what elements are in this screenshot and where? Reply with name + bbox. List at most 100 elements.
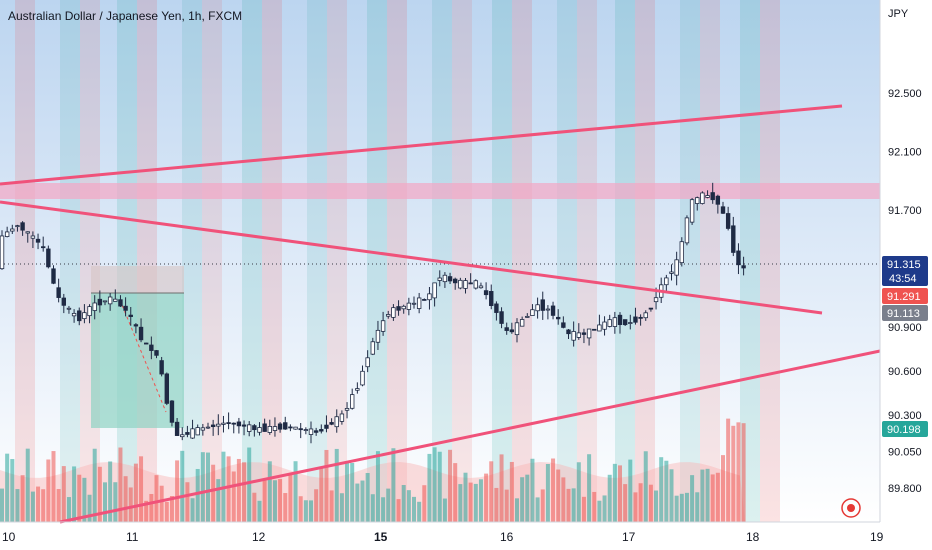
candle-body — [684, 217, 690, 244]
volume-bar — [690, 475, 695, 522]
candle-body — [210, 424, 216, 428]
candle-body — [288, 426, 293, 429]
position-tool[interactable] — [91, 266, 184, 428]
y-axis[interactable]: 92.500 92.100 91.700 90.900 90.600 90.300 90.0… — [888, 88, 922, 495]
teal-level-text: 90.198 — [887, 424, 921, 436]
volume-bar — [715, 472, 720, 522]
volume-bar — [242, 462, 247, 522]
candle-body — [514, 322, 520, 336]
candle-body — [586, 328, 592, 339]
price-badges: 91.315 43:54 91.291 91.113 90.198 — [882, 256, 928, 437]
volume-bar — [159, 485, 164, 522]
trendlines[interactable] — [0, 104, 881, 524]
volume-bar — [314, 489, 319, 522]
volume-bar — [61, 466, 66, 522]
volume-bar — [736, 422, 741, 522]
volume-bar — [432, 447, 437, 522]
candle-body — [169, 400, 175, 423]
volume-bar — [684, 492, 689, 522]
candle-body — [128, 314, 133, 317]
candle-body — [87, 306, 92, 317]
volume-bar — [545, 464, 550, 522]
candle-body — [205, 426, 211, 429]
volume-bar — [365, 473, 370, 522]
candle-body — [447, 276, 453, 282]
candle-body — [123, 305, 128, 311]
candle-body — [432, 282, 437, 299]
candle-body — [422, 299, 427, 301]
candle-body — [494, 303, 499, 313]
candle-body — [226, 422, 231, 424]
candle-body — [4, 231, 10, 237]
candle-body — [252, 425, 257, 431]
candle-body — [133, 324, 139, 327]
volume-bar — [195, 468, 200, 522]
volume-bar — [247, 447, 252, 522]
volume-bar — [36, 486, 41, 522]
candle-body — [190, 428, 195, 439]
volume-bar — [355, 483, 360, 522]
volume-bar — [721, 455, 725, 522]
candle-body — [15, 225, 20, 228]
y-tick-label: 90.600 — [888, 366, 922, 378]
candle-body — [401, 305, 406, 310]
candle-body — [241, 424, 247, 427]
volume-bar — [20, 475, 25, 522]
candle-body — [236, 421, 242, 427]
volume-bar — [628, 459, 633, 522]
volume-bar — [561, 477, 566, 522]
volume-bar — [164, 501, 169, 522]
volume-bar — [56, 489, 61, 522]
candle-body — [581, 332, 587, 335]
volume-bar — [602, 495, 607, 522]
gray-level-text: 91.113 — [887, 308, 920, 320]
session-band — [512, 0, 532, 522]
candle-body — [349, 394, 355, 409]
lower-channel-line[interactable] — [59, 349, 881, 524]
candle-body — [30, 235, 36, 239]
volume-bar — [334, 448, 339, 522]
volume-bar — [262, 480, 267, 522]
volume-bar — [15, 489, 20, 522]
x-tick-label: 16 — [500, 530, 514, 544]
red-level-badge — [882, 288, 928, 304]
candle-body — [561, 322, 566, 328]
volume-bar — [509, 461, 514, 522]
x-axis[interactable]: 10 11 12 15 16 17 18 19 — [2, 530, 884, 544]
candle-body — [283, 422, 288, 430]
volume-bar — [669, 469, 674, 522]
volume-bar — [329, 490, 334, 522]
record-icon[interactable] — [841, 498, 861, 518]
upper-channel-line[interactable] — [0, 104, 843, 186]
volume-bar — [576, 462, 581, 522]
x-tick-label: 11 — [126, 530, 139, 544]
candle-body — [545, 308, 551, 311]
session-band — [307, 0, 327, 522]
volume-bar — [442, 498, 447, 522]
candle-body — [571, 331, 576, 341]
candle-body — [46, 248, 51, 268]
volume-bar — [231, 471, 236, 522]
candle-body — [277, 423, 283, 430]
session-band — [202, 0, 222, 522]
volume-bar — [211, 464, 216, 522]
session-band — [452, 0, 472, 522]
candle-body — [705, 195, 710, 198]
candle-body — [525, 315, 530, 318]
candle-body — [246, 424, 252, 432]
y-tick-label: 90.050 — [888, 446, 922, 458]
volume-bar — [339, 493, 344, 522]
volume-bar — [566, 488, 571, 522]
volume-bar — [46, 459, 51, 522]
volume-bar — [453, 463, 458, 522]
candle-body — [648, 307, 654, 310]
volume-bar — [515, 498, 519, 522]
descending-trendline[interactable] — [0, 200, 823, 315]
last-price-text: 91.315 — [887, 259, 921, 271]
candle-body — [499, 311, 504, 324]
volume-bar — [303, 500, 308, 522]
candle-body — [0, 235, 5, 270]
candle-body — [51, 268, 56, 284]
volume-bar — [30, 491, 35, 522]
